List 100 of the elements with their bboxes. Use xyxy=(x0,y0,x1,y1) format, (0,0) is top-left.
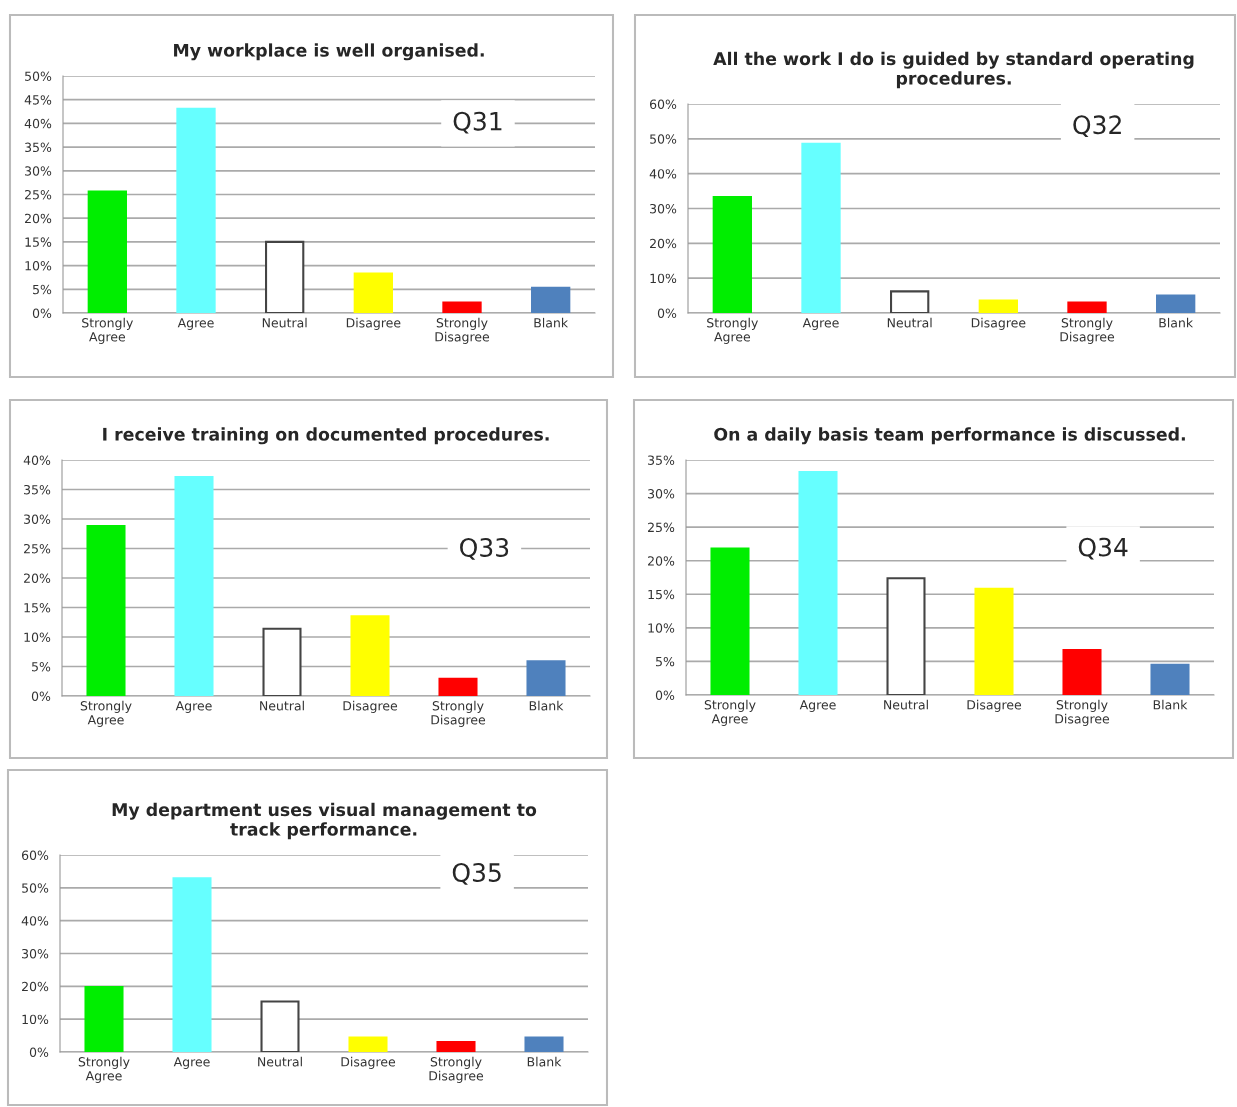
y-tick-label: 20% xyxy=(650,238,677,249)
y-tick-label: 5% xyxy=(656,656,675,667)
bar xyxy=(262,627,302,696)
bar xyxy=(524,1036,564,1052)
x-tick-label: Strongly Agree xyxy=(82,317,133,344)
y-tick-label: 15% xyxy=(24,602,51,613)
y-tick-label: 25% xyxy=(24,543,51,554)
y-tick-label: 10% xyxy=(22,1014,49,1025)
x-tick-label: Agree xyxy=(173,1057,210,1069)
y-tick-label: 5% xyxy=(32,661,51,672)
x-tick-label: Blank xyxy=(1159,317,1194,328)
y-tick-label: 35% xyxy=(648,455,675,465)
y-tick-label: 40% xyxy=(23,455,51,465)
bar xyxy=(1150,663,1190,695)
chart-title: My department uses visual management to track performance. xyxy=(112,802,537,840)
x-tick-label: Blank xyxy=(527,1056,562,1067)
bar xyxy=(710,547,750,695)
x-tick-label: Blank xyxy=(1153,699,1188,710)
x-tick-label: Neutral xyxy=(258,1056,302,1067)
y-tick-label: 60% xyxy=(649,99,677,109)
bar xyxy=(176,107,216,313)
bar xyxy=(174,476,214,696)
bar xyxy=(172,877,212,1052)
x-tick-label: Neutral xyxy=(260,700,304,711)
x-tick-label: Disagree xyxy=(971,317,1026,330)
y-tick-label: 30% xyxy=(24,514,51,524)
y-tick-label: 20% xyxy=(25,213,52,224)
y-tick-label: 50% xyxy=(22,883,49,893)
y-tick-label: 25% xyxy=(648,522,675,533)
y-tick-label: 15% xyxy=(648,589,675,600)
y-tick-label: 40% xyxy=(21,916,49,926)
bar xyxy=(801,142,841,313)
x-tick-label: Agree xyxy=(802,318,839,330)
bar xyxy=(974,587,1014,695)
y-tick-label: 10% xyxy=(25,261,52,271)
y-tick-label: 35% xyxy=(24,484,51,495)
bar xyxy=(798,471,838,695)
bar xyxy=(526,660,566,696)
bar xyxy=(978,299,1018,313)
x-tick-label: Strongly Disagree xyxy=(1055,699,1110,726)
y-tick-label: 15% xyxy=(25,237,52,247)
y-tick-label: 40% xyxy=(649,169,677,179)
bar xyxy=(436,1041,476,1052)
bar xyxy=(886,577,926,695)
y-tick-label: 50% xyxy=(650,134,677,144)
x-tick-label: Disagree xyxy=(341,1056,396,1069)
chart-title: All the work I do is guided by standard operating procedures. xyxy=(713,51,1194,89)
x-tick-label: Agree xyxy=(175,701,212,713)
x-tick-label: Strongly Disagree xyxy=(1060,317,1115,344)
bar xyxy=(442,301,482,313)
y-tick-label: 20% xyxy=(22,981,49,992)
x-tick-label: Blank xyxy=(534,317,569,328)
y-tick-label: 5% xyxy=(33,284,52,295)
y-tick-label: 0% xyxy=(31,691,51,701)
y-tick-label: 40% xyxy=(24,118,52,129)
chart-title: My workplace is well organised. xyxy=(174,43,484,61)
bar xyxy=(86,525,126,696)
y-tick-label: 45% xyxy=(24,95,52,105)
annotation: Q33 xyxy=(460,538,509,560)
x-tick-label: Agree xyxy=(799,700,836,712)
annotation: Q32 xyxy=(1073,115,1121,138)
chart-title: I receive training on documented procedures. xyxy=(103,427,549,445)
y-tick-label: 0% xyxy=(657,308,677,318)
x-tick-label: Blank xyxy=(529,700,564,711)
bar xyxy=(260,1000,300,1052)
y-tick-label: 10% xyxy=(650,273,677,284)
x-tick-label: Disagree xyxy=(343,700,398,713)
annotation: Q35 xyxy=(452,863,501,885)
y-tick-label: 0% xyxy=(655,690,675,700)
x-tick-label: Strongly Disagree xyxy=(429,1056,484,1083)
y-tick-label: 50% xyxy=(25,71,52,81)
bar xyxy=(348,1036,388,1052)
y-tick-label: 30% xyxy=(25,166,52,176)
x-tick-label: Strongly Agree xyxy=(707,317,758,344)
x-tick-label: Strongly Disagree xyxy=(435,317,490,344)
y-tick-label: 0% xyxy=(29,1047,49,1057)
x-tick-label: Agree xyxy=(177,318,214,330)
bar xyxy=(84,985,124,1052)
x-tick-label: Strongly Disagree xyxy=(431,700,486,727)
x-tick-label: Strongly Agree xyxy=(78,1056,130,1083)
bar xyxy=(265,240,305,313)
bar xyxy=(87,190,127,313)
x-tick-label: Strongly Agree xyxy=(80,700,132,727)
x-tick-label: Neutral xyxy=(884,699,928,710)
bar xyxy=(438,677,478,696)
annotation: Q31 xyxy=(453,111,502,134)
x-tick-label: Strongly Agree xyxy=(704,699,756,726)
bar xyxy=(712,195,752,313)
y-tick-label: 10% xyxy=(24,632,51,642)
bar xyxy=(890,290,930,313)
y-tick-label: 30% xyxy=(650,203,677,214)
bar xyxy=(1067,301,1107,313)
annotation: Q34 xyxy=(1078,537,1128,560)
bar xyxy=(350,615,390,696)
bar xyxy=(1062,648,1102,695)
bar xyxy=(531,286,571,313)
x-tick-label: Disagree xyxy=(346,317,401,330)
y-tick-label: 60% xyxy=(21,850,49,860)
y-tick-label: 25% xyxy=(25,189,52,200)
y-tick-label: 35% xyxy=(25,142,52,153)
